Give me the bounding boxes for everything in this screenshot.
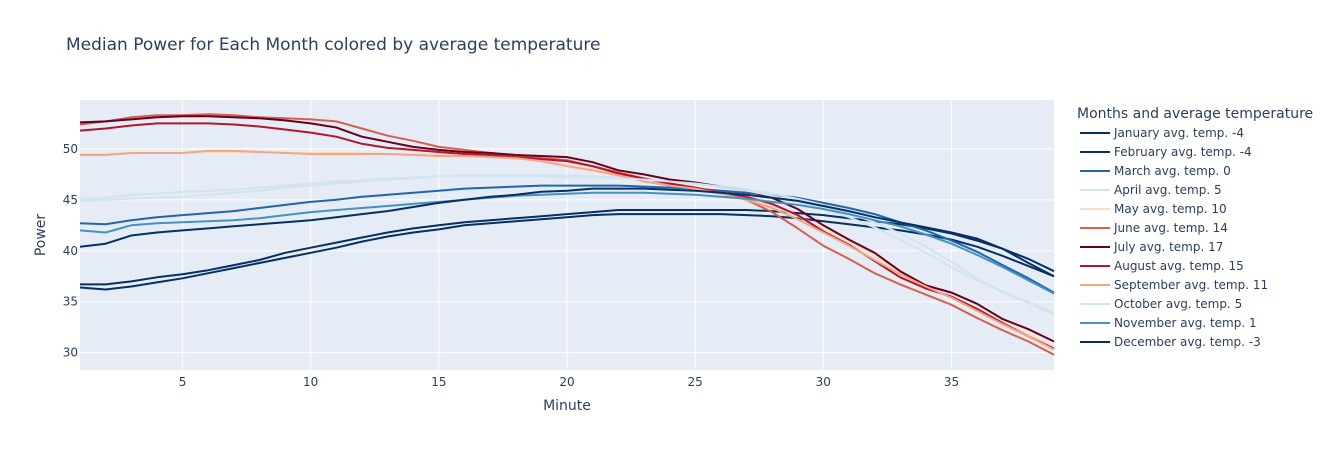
y-axis-ticks: 30 35 40 45 50 — [63, 142, 78, 360]
legend-label: November avg. temp. 1 — [1114, 316, 1257, 330]
legend-label: March avg. temp. 0 — [1114, 164, 1231, 178]
x-tick-label: 35 — [944, 375, 959, 389]
y-tick-label: 50 — [63, 142, 78, 156]
legend-label: January avg. temp. -4 — [1113, 126, 1244, 140]
y-tick-label: 45 — [63, 193, 78, 207]
series-line-9 — [79, 175, 1055, 314]
x-axis-ticks: 5 10 15 20 25 30 35 — [179, 375, 959, 389]
legend-label: May avg. temp. 10 — [1114, 202, 1227, 216]
series-line-11 — [79, 187, 1055, 278]
series-line-8 — [80, 149, 1055, 351]
y-tick-label: 30 — [63, 346, 78, 360]
x-tick-label: 30 — [816, 375, 831, 389]
series-lines — [79, 113, 1055, 356]
y-axis-title: Power — [33, 214, 49, 257]
legend-label: October avg. temp. 5 — [1114, 297, 1242, 311]
chart-title: Median Power for Each Month colored by a… — [66, 35, 600, 55]
legend-items: January avg. temp. -4 February avg. temp.… — [1080, 126, 1268, 349]
legend-label: February avg. temp. -4 — [1114, 145, 1252, 159]
legend-label: September avg. temp. 11 — [1114, 278, 1268, 292]
legend-label: June avg. temp. 14 — [1113, 221, 1228, 235]
legend-label: April avg. temp. 5 — [1114, 183, 1222, 197]
legend: Months and average temperature January a… — [1077, 106, 1313, 349]
x-tick-label: 20 — [559, 375, 574, 389]
x-tick-label: 10 — [303, 375, 318, 389]
x-tick-label: 5 — [179, 375, 187, 389]
gridlines — [80, 100, 1054, 370]
series-line-7 — [79, 122, 1055, 350]
legend-label: August avg. temp. 15 — [1114, 259, 1244, 273]
series-line-2 — [79, 184, 1055, 294]
x-tick-label: 25 — [688, 375, 703, 389]
x-axis-title: Minute — [543, 398, 591, 414]
series-line-6 — [79, 115, 1055, 343]
y-tick-label: 40 — [63, 244, 78, 258]
series-line-3 — [79, 174, 1055, 316]
y-tick-label: 35 — [63, 295, 78, 309]
x-tick-label: 15 — [431, 375, 446, 389]
legend-title: Months and average temperature — [1077, 106, 1313, 122]
legend-label: July avg. temp. 17 — [1113, 240, 1223, 254]
series-line-10 — [79, 191, 1055, 295]
legend-label: December avg. temp. -3 — [1114, 335, 1261, 349]
